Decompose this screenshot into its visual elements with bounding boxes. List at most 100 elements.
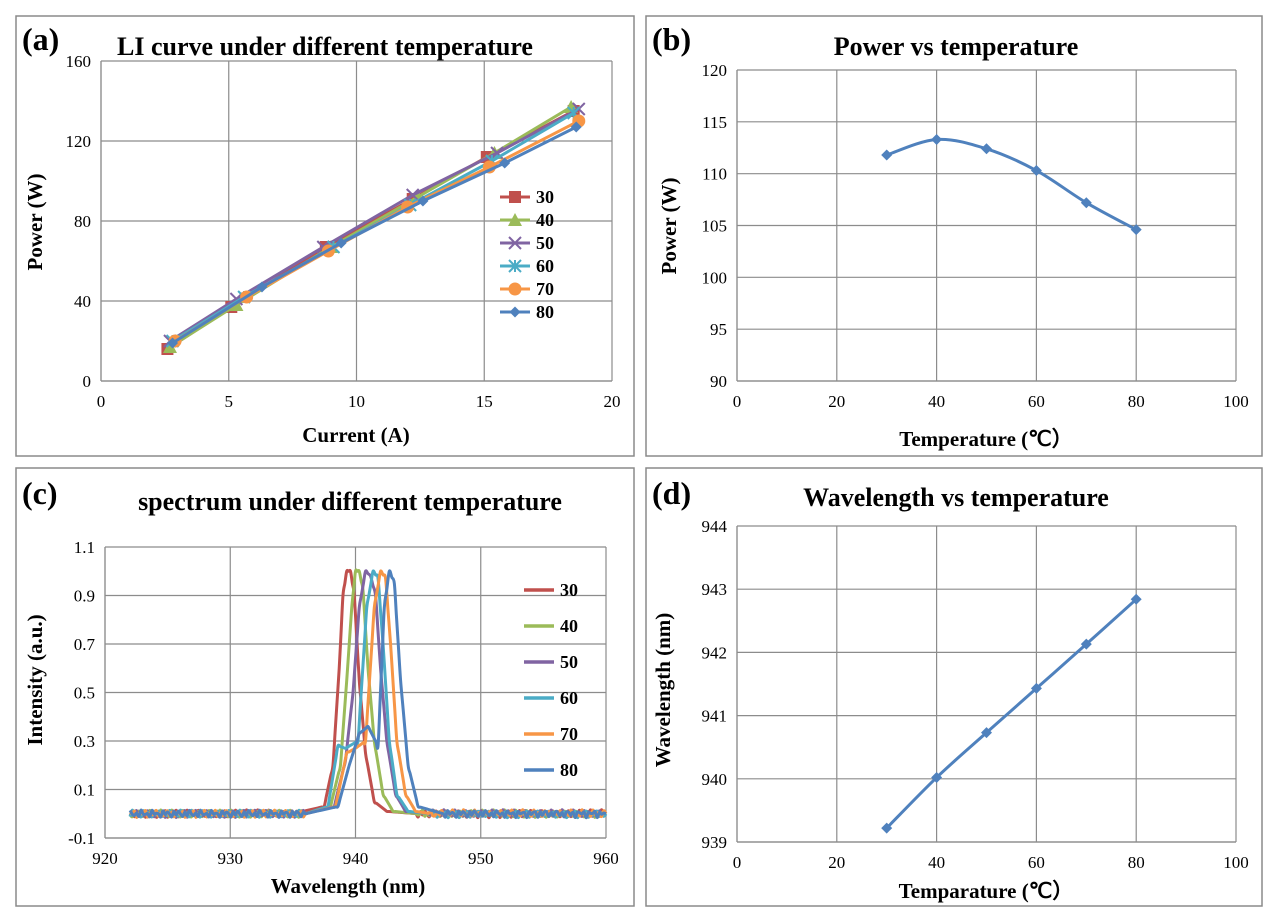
- panel-a-xtick-label: 15: [476, 392, 493, 411]
- panel-b-frame: [645, 15, 1263, 457]
- panel-b-xlabel: Temperature (℃）: [899, 427, 1072, 451]
- legend-label-30: 30: [560, 580, 578, 600]
- panel-b-ylabel: Power (W): [657, 178, 681, 275]
- panel-c-ytick-label: 1.1: [74, 538, 95, 557]
- panel-d-ytick-label: 944: [702, 517, 728, 536]
- panel-d-ylabel: Wavelength (nm): [651, 613, 675, 768]
- legend-marker-30: [509, 191, 521, 203]
- panel-d-point: [881, 822, 893, 834]
- panel-b-point: [881, 149, 893, 161]
- panel-a-ytick-label: 0: [83, 372, 92, 391]
- panel-d-ytick-label: 940: [702, 770, 728, 789]
- panel-b-title: Power vs temperature: [834, 32, 1079, 61]
- panel-d-xlabel: Temparature (℃）: [899, 879, 1074, 903]
- panel-a-point: [162, 340, 177, 353]
- panel-a-ytick-label: 160: [66, 52, 92, 71]
- panel-a-xtick-label: 20: [604, 392, 621, 411]
- panel-a-title: LI curve under different temperature: [117, 32, 533, 61]
- panel-d-ytick-label: 943: [702, 580, 728, 599]
- panel-a-ytick-label: 120: [66, 132, 92, 151]
- panel-d-point: [1030, 682, 1042, 694]
- panel-c-label: (c): [22, 475, 58, 511]
- panel-d-xtick-label: 60: [1028, 853, 1045, 872]
- panel-b-xtick-label: 40: [928, 392, 945, 411]
- legend-label-50: 50: [536, 233, 554, 253]
- panel-c-xtick-label: 950: [468, 849, 494, 868]
- panel-a-line-40: [169, 105, 572, 349]
- panel-c-xlabel: Wavelength (nm): [271, 874, 426, 898]
- panel-b-line-0: [886, 137, 1137, 231]
- panel-b-xtick-label: 0: [733, 392, 742, 411]
- panel-d-title: Wavelength vs temperature: [803, 483, 1109, 512]
- legend-marker-50: [508, 236, 522, 250]
- panel-d-line-0: [885, 598, 1138, 830]
- panel-a-series-80: [167, 121, 582, 349]
- panel-d-label: (d): [652, 475, 691, 511]
- panel-a-point: [406, 188, 420, 202]
- panel-c-ytick-label: 0.9: [74, 587, 95, 606]
- panel-d-ytick-label: 942: [702, 643, 728, 662]
- panel-b-plot: 0 20 40 60 80 100 90 95 100 105 110 115 120: [702, 61, 1249, 411]
- panel-a-frame: [15, 15, 635, 457]
- panel-b-ytick-label: 105: [702, 217, 728, 236]
- panel-b-point: [1080, 197, 1092, 209]
- panel-d-point: [931, 772, 943, 784]
- panel-b-ytick-label: 120: [702, 61, 728, 80]
- legend-label-40: 40: [536, 210, 554, 230]
- panel-b-ytick-label: 110: [702, 165, 727, 184]
- panel-c-ytick-label: -0.1: [68, 829, 95, 848]
- panel-b-xtick-label: 100: [1223, 392, 1249, 411]
- panel-a-point: [417, 195, 429, 207]
- panel-a-point: [167, 337, 179, 349]
- panel-a-xlabel: Current (A): [302, 423, 410, 447]
- legend-label-30: 30: [536, 187, 554, 207]
- panel-a-ytick-label: 40: [74, 292, 91, 311]
- panel-d-point: [981, 727, 992, 739]
- legend-label-70: 70: [536, 279, 554, 299]
- legend-marker-60: [508, 259, 522, 273]
- panel-b-xtick-label: 60: [1028, 392, 1045, 411]
- legend-label-40: 40: [560, 616, 578, 636]
- panel-a-xtick-label: 5: [225, 392, 234, 411]
- panel-a-line-50: [169, 107, 580, 343]
- panel-b-point: [931, 133, 943, 145]
- panel-a-xtick-label: 0: [97, 392, 106, 411]
- panel-c-ytick-label: 0.1: [74, 781, 95, 800]
- panel-d-ytick-label: 941: [702, 707, 728, 726]
- panel-b-xtick-label: 20: [828, 392, 845, 411]
- panel-d-xtick-label: 80: [1128, 853, 1145, 872]
- panel-a-ylabel: Power (W): [23, 174, 47, 271]
- panel-d-xtick-label: 20: [828, 853, 845, 872]
- panel-a-point: [499, 157, 511, 169]
- panel-a-point: [256, 281, 268, 293]
- panel-b-ytick-label: 115: [702, 113, 727, 132]
- panel-d-point: [1080, 638, 1092, 650]
- panel-b-ytick-label: 100: [702, 268, 728, 287]
- panel-c-plot: 920 930 940 950 960 -0.1 0.1 0.3 0.5 0.7 0.9 1.1 30 4…: [68, 538, 619, 868]
- legend-marker-70: [508, 282, 522, 296]
- panel-d-xtick-label: 0: [733, 853, 742, 872]
- panel-a-plot: 0 5 10 15 20 0 40 80 120 160 30 40 50 60 70 80: [66, 52, 621, 411]
- panel-d-series-0: [881, 593, 1142, 834]
- panel-b-ytick-label: 90: [710, 372, 727, 391]
- legend-label-60: 60: [560, 688, 578, 708]
- panel-c-xtick-label: 930: [218, 849, 244, 868]
- panel-a-point: [570, 121, 582, 133]
- legend-marker-80: [509, 306, 521, 318]
- legend-label-80: 80: [536, 302, 554, 322]
- panel-d-xtick-label: 100: [1223, 853, 1249, 872]
- panel-c-xtick-label: 960: [593, 849, 619, 868]
- panel-d-frame: [645, 467, 1263, 907]
- panel-a-xtick-label: 10: [348, 392, 365, 411]
- panel-c-ytick-label: 0.7: [74, 635, 96, 654]
- panel-b-series-0: [881, 133, 1142, 236]
- panel-b-xtick-label: 80: [1128, 392, 1145, 411]
- panel-c-ytick-label: 0.5: [74, 684, 95, 703]
- panel-d-ytick-label: 939: [702, 833, 728, 852]
- panel-c-frame: [15, 467, 635, 907]
- panel-c-series-80: [128, 569, 607, 820]
- legend-marker-40: [508, 213, 522, 226]
- legend-label-80: 80: [560, 760, 578, 780]
- panel-d-xtick-label: 40: [928, 853, 945, 872]
